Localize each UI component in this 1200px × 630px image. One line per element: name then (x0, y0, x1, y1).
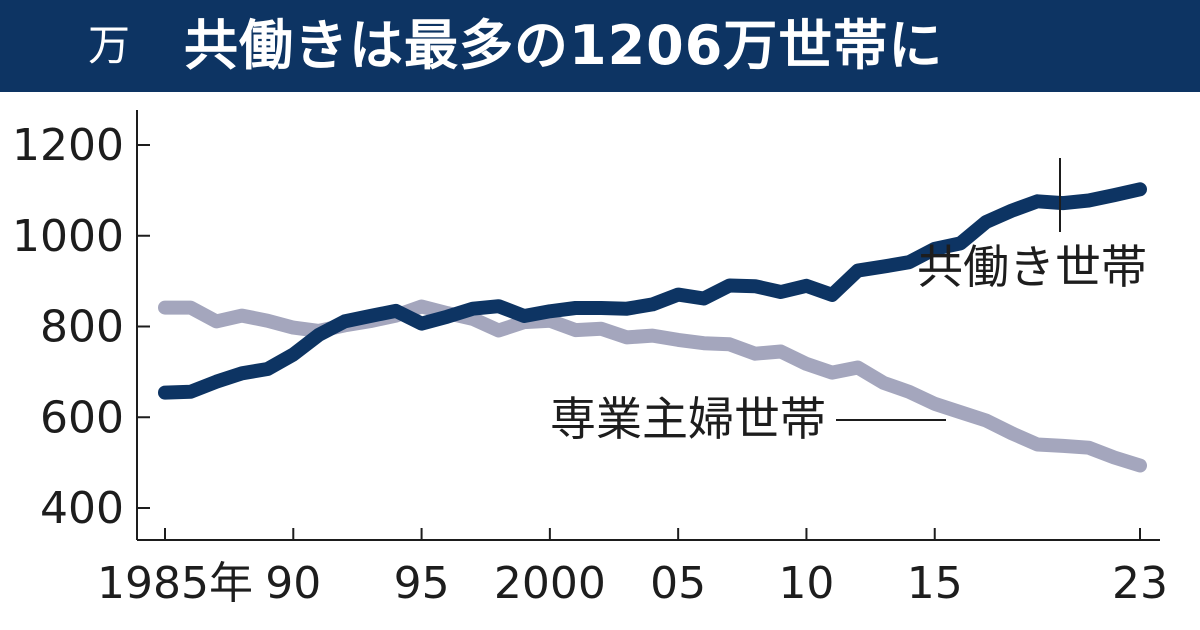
chart-title: 共働きは最多の1206万世帯に (184, 14, 944, 77)
unit-label: 万 (88, 21, 131, 70)
housewife-label: 専業主婦世帯 (550, 392, 826, 446)
x-tick-label: 1985年 (97, 558, 253, 609)
x-tick-label: 10 (778, 558, 834, 609)
y-tick-label: 1000 (12, 211, 124, 262)
series-group (158, 182, 1147, 473)
dual-income-label: 共働き世帯 (917, 240, 1147, 294)
x-tick-label: 90 (265, 558, 321, 609)
y-tick-label: 800 (40, 302, 124, 353)
x-tick-label: 95 (394, 558, 450, 609)
x-tick-label: 15 (907, 558, 963, 609)
x-tick-label: 05 (650, 558, 706, 609)
y-tick-label: 600 (40, 392, 124, 443)
x-tick-label: 23 (1112, 558, 1168, 609)
x-tick-label: 2000 (494, 558, 606, 609)
y-tick-label: 1200 (12, 120, 124, 171)
y-tick-label: 400 (40, 483, 124, 534)
dual-income-line (158, 182, 1147, 400)
header-bar: 万 共働きは最多の1206万世帯に (0, 0, 1200, 92)
axes: 400 600 800 1000 1200 1985年 90 95 2000 05 10 15 23 (12, 110, 1168, 609)
